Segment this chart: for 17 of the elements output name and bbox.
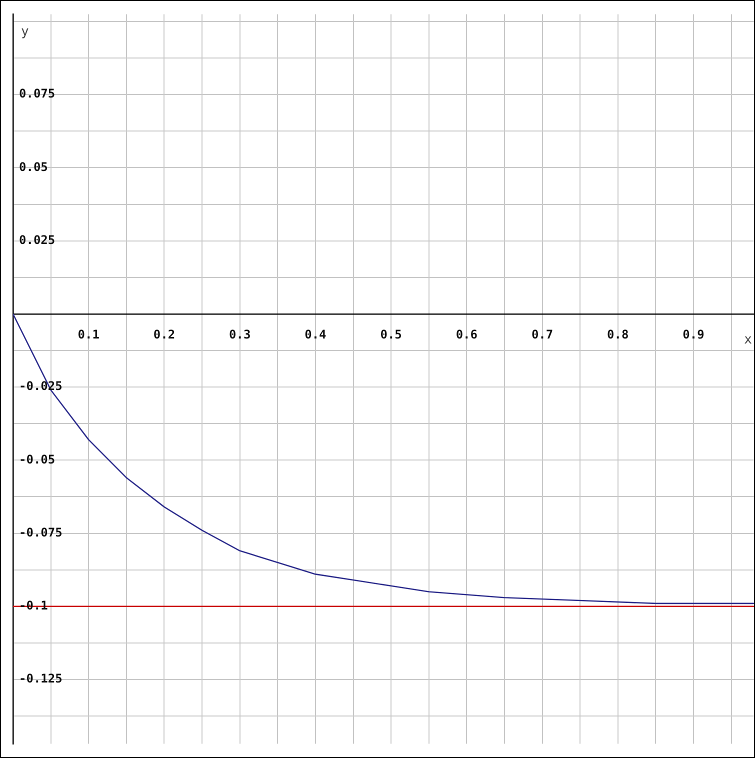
y-tick-label: -0.075 [19, 525, 62, 540]
x-tick-label: 0.5 [380, 327, 402, 342]
y-tick-label: 0.075 [19, 86, 56, 101]
x-tick-label: 0.6 [456, 327, 478, 342]
y-tick-label: -0.125 [19, 672, 62, 686]
x-tick-label: 0.7 [531, 327, 554, 342]
y-axis-title: y [21, 24, 29, 40]
x-tick-label: 0.3 [228, 327, 251, 342]
x-tick-label: 0.1 [78, 327, 100, 342]
x-axis-title: x [744, 332, 752, 348]
y-tick-label: 0.025 [19, 232, 56, 247]
x-tick-label: 0.4 [304, 327, 326, 342]
y-tick-label: -0.05 [19, 452, 56, 466]
x-tick-label: 0.9 [682, 327, 704, 342]
x-tick-label: 0.2 [153, 327, 176, 342]
y-tick-label: 0.05 [19, 160, 48, 174]
x-tick-label: 0.8 [607, 327, 629, 342]
